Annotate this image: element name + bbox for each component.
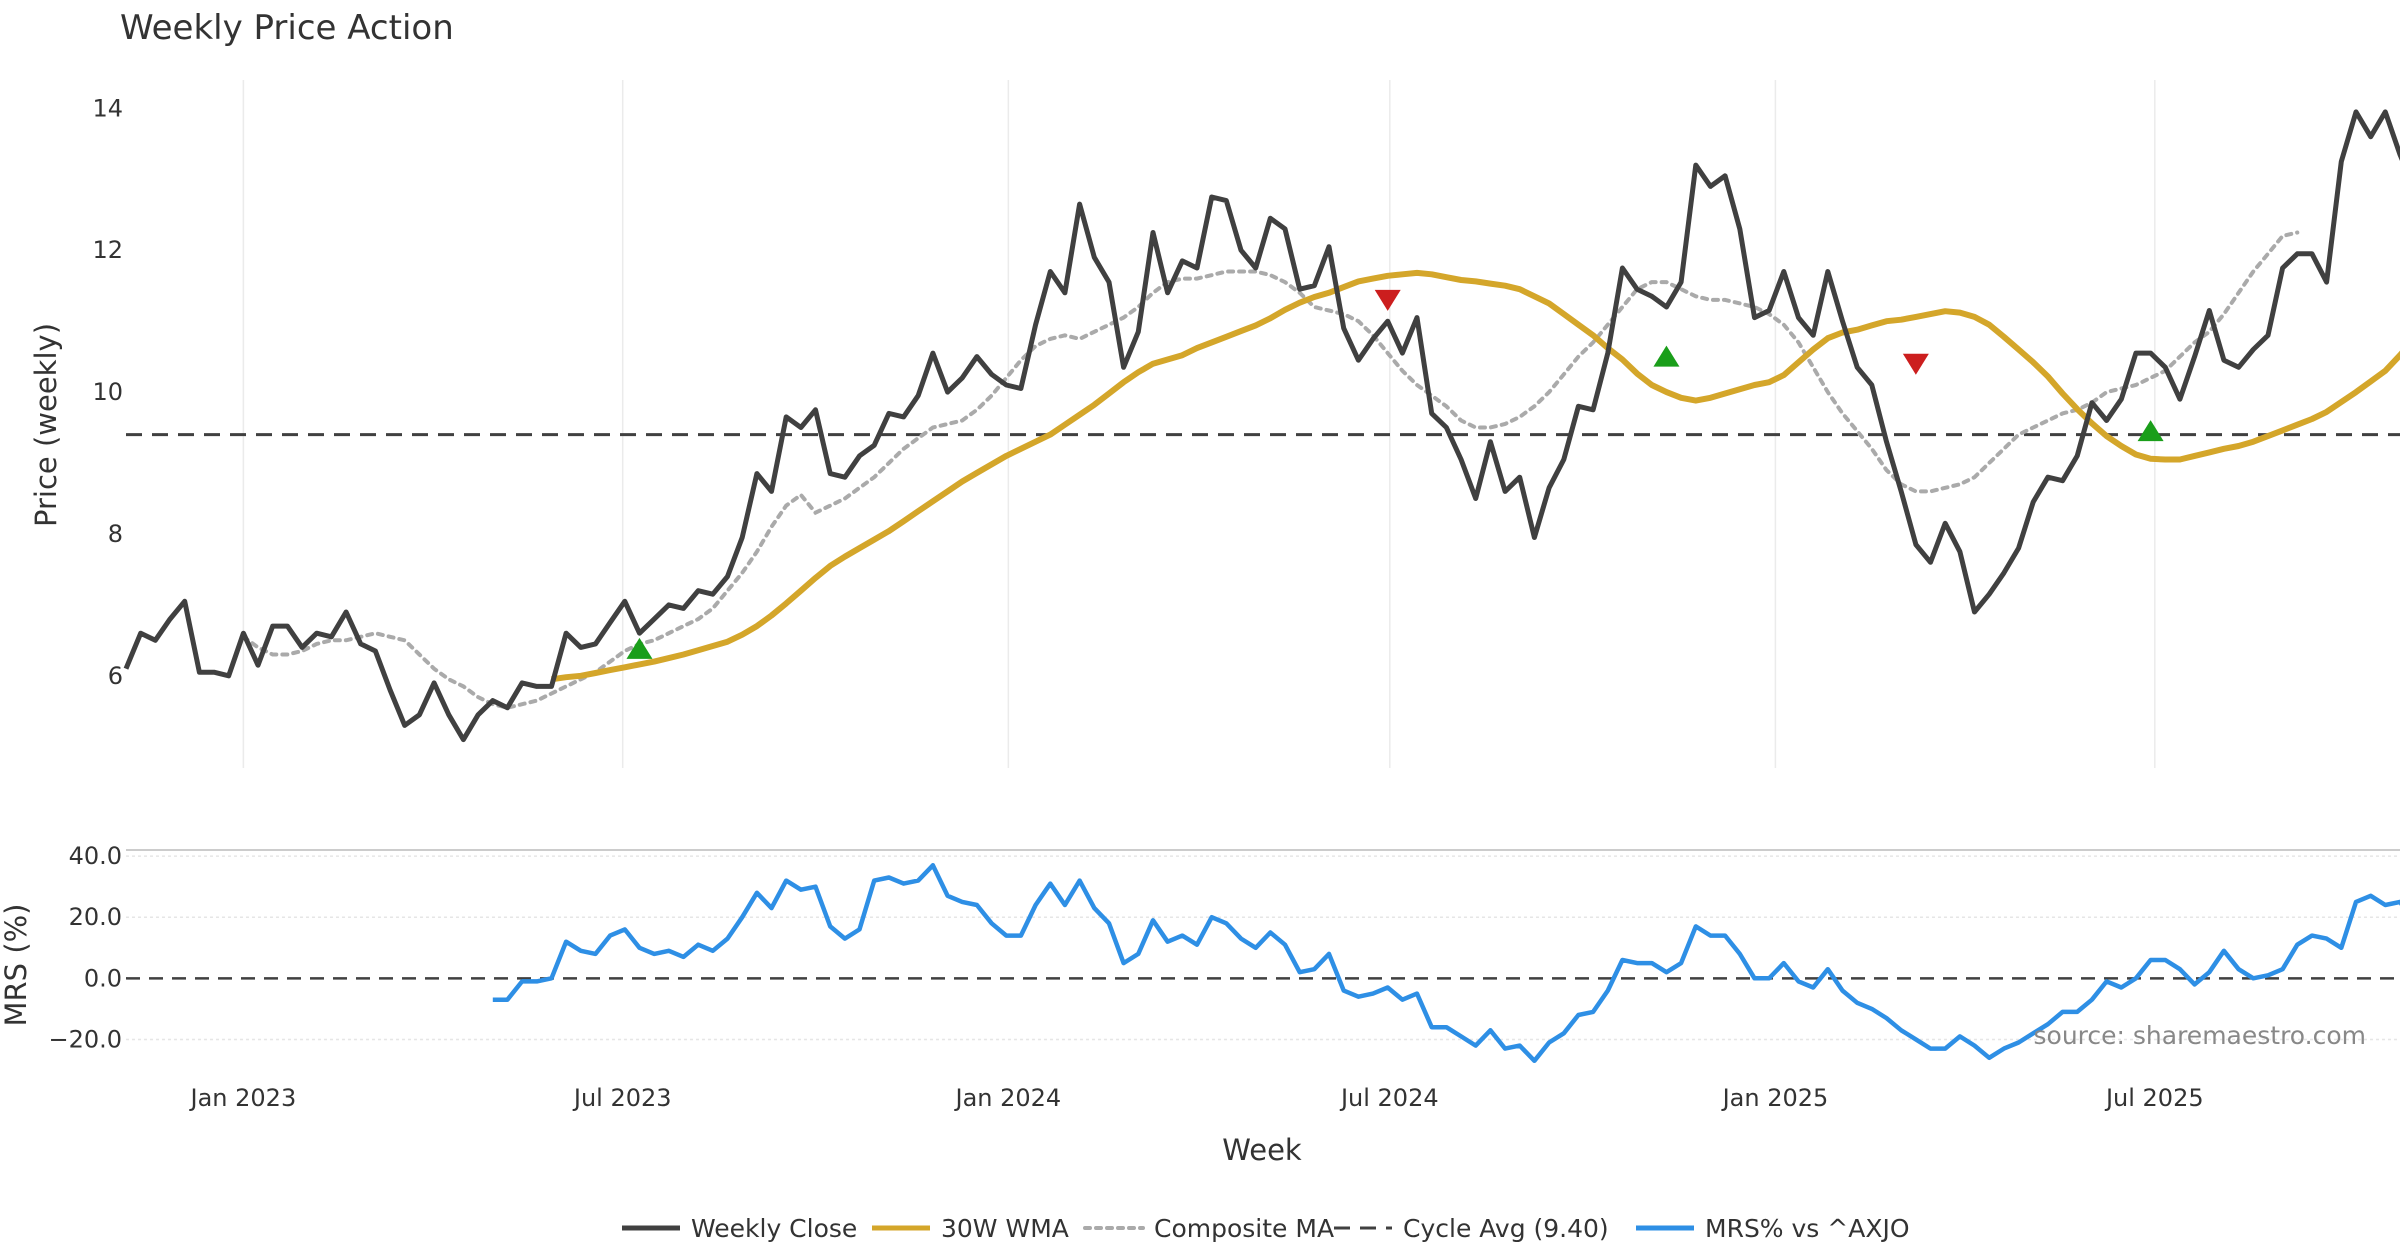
mrs-y-tick-label: 0.0 [84, 964, 122, 992]
legend-label: Composite MA [1154, 1214, 1334, 1243]
x-tick-label: Jan 2023 [189, 1084, 297, 1112]
legend-label: Cycle Avg (9.40) [1403, 1214, 1609, 1243]
x-axis-ticks: Jan 2023 Jul 2023 Jan 2024 Jul 2024 Jan 2025… [189, 1084, 2204, 1112]
legend-label: Weekly Close [691, 1214, 857, 1243]
buy-signal-marker [1653, 345, 1680, 367]
price-panel: 6 8 10 12 14 Price (weekly) [29, 80, 2400, 768]
legend-item: Cycle Avg (9.40) [1334, 1214, 1609, 1243]
legend-item: 30W WMA [872, 1214, 1069, 1243]
x-tick-label: Jul 2023 [572, 1084, 672, 1112]
x-axis-label: Week [1222, 1133, 1302, 1167]
legend: Weekly Close 30W WMA Composite MA Cycle Avg… [622, 1214, 1910, 1243]
mrs-panel: 40.0 20.0 0.0 −20.0 MRS (%) source: sharema… [0, 842, 2400, 1064]
mrs-y-tick-label: −20.0 [48, 1025, 122, 1053]
price-series [123, 109, 2400, 743]
legend-label: MRS% vs ^AXJO [1705, 1214, 1910, 1243]
x-tick-label: Jul 2024 [1339, 1084, 1439, 1112]
price-y-tick-label: 8 [108, 520, 123, 548]
sell-signal-marker [1374, 289, 1401, 311]
source-credit: source: sharemaestro.com [2034, 1021, 2367, 1050]
composite-ma-line [241, 230, 2300, 710]
mrs-line [492, 863, 2400, 1064]
price-y-tick-label: 10 [92, 378, 123, 406]
mrs-gridlines [126, 849, 2400, 1041]
price-y-ticks: 6 8 10 12 14 [92, 94, 123, 689]
price-y-tick-label: 14 [92, 94, 123, 122]
x-tick-label: Jan 2024 [954, 1084, 1062, 1112]
mrs-y-tick-label: 40.0 [69, 842, 122, 870]
legend-item: MRS% vs ^AXJO [1636, 1214, 1910, 1243]
chart-title: Weekly Price Action [120, 8, 454, 48]
legend-item: Weekly Close [622, 1214, 857, 1243]
x-tick-label: Jan 2025 [1721, 1084, 1829, 1112]
price-y-tick-label: 12 [92, 236, 123, 264]
signal-markers [626, 289, 2164, 659]
wma-30w-line [551, 269, 2400, 683]
x-tick-label: Jul 2025 [2104, 1084, 2204, 1112]
price-y-tick-label: 6 [108, 662, 123, 690]
sell-signal-marker [1902, 353, 1929, 375]
price-y-axis-label: Price (weekly) [29, 323, 63, 527]
price-gridlines [242, 80, 2156, 768]
mrs-y-tick-label: 20.0 [69, 903, 122, 931]
legend-item: Composite MA [1083, 1214, 1334, 1243]
mrs-y-ticks: 40.0 20.0 0.0 −20.0 [48, 842, 122, 1053]
mrs-series [492, 863, 2400, 1064]
legend-label: 30W WMA [941, 1214, 1069, 1243]
weekly-close-line [123, 109, 2400, 743]
mrs-y-axis-label: MRS (%) [0, 904, 33, 1027]
buy-signal-marker [626, 637, 653, 659]
buy-signal-marker [2137, 420, 2164, 442]
